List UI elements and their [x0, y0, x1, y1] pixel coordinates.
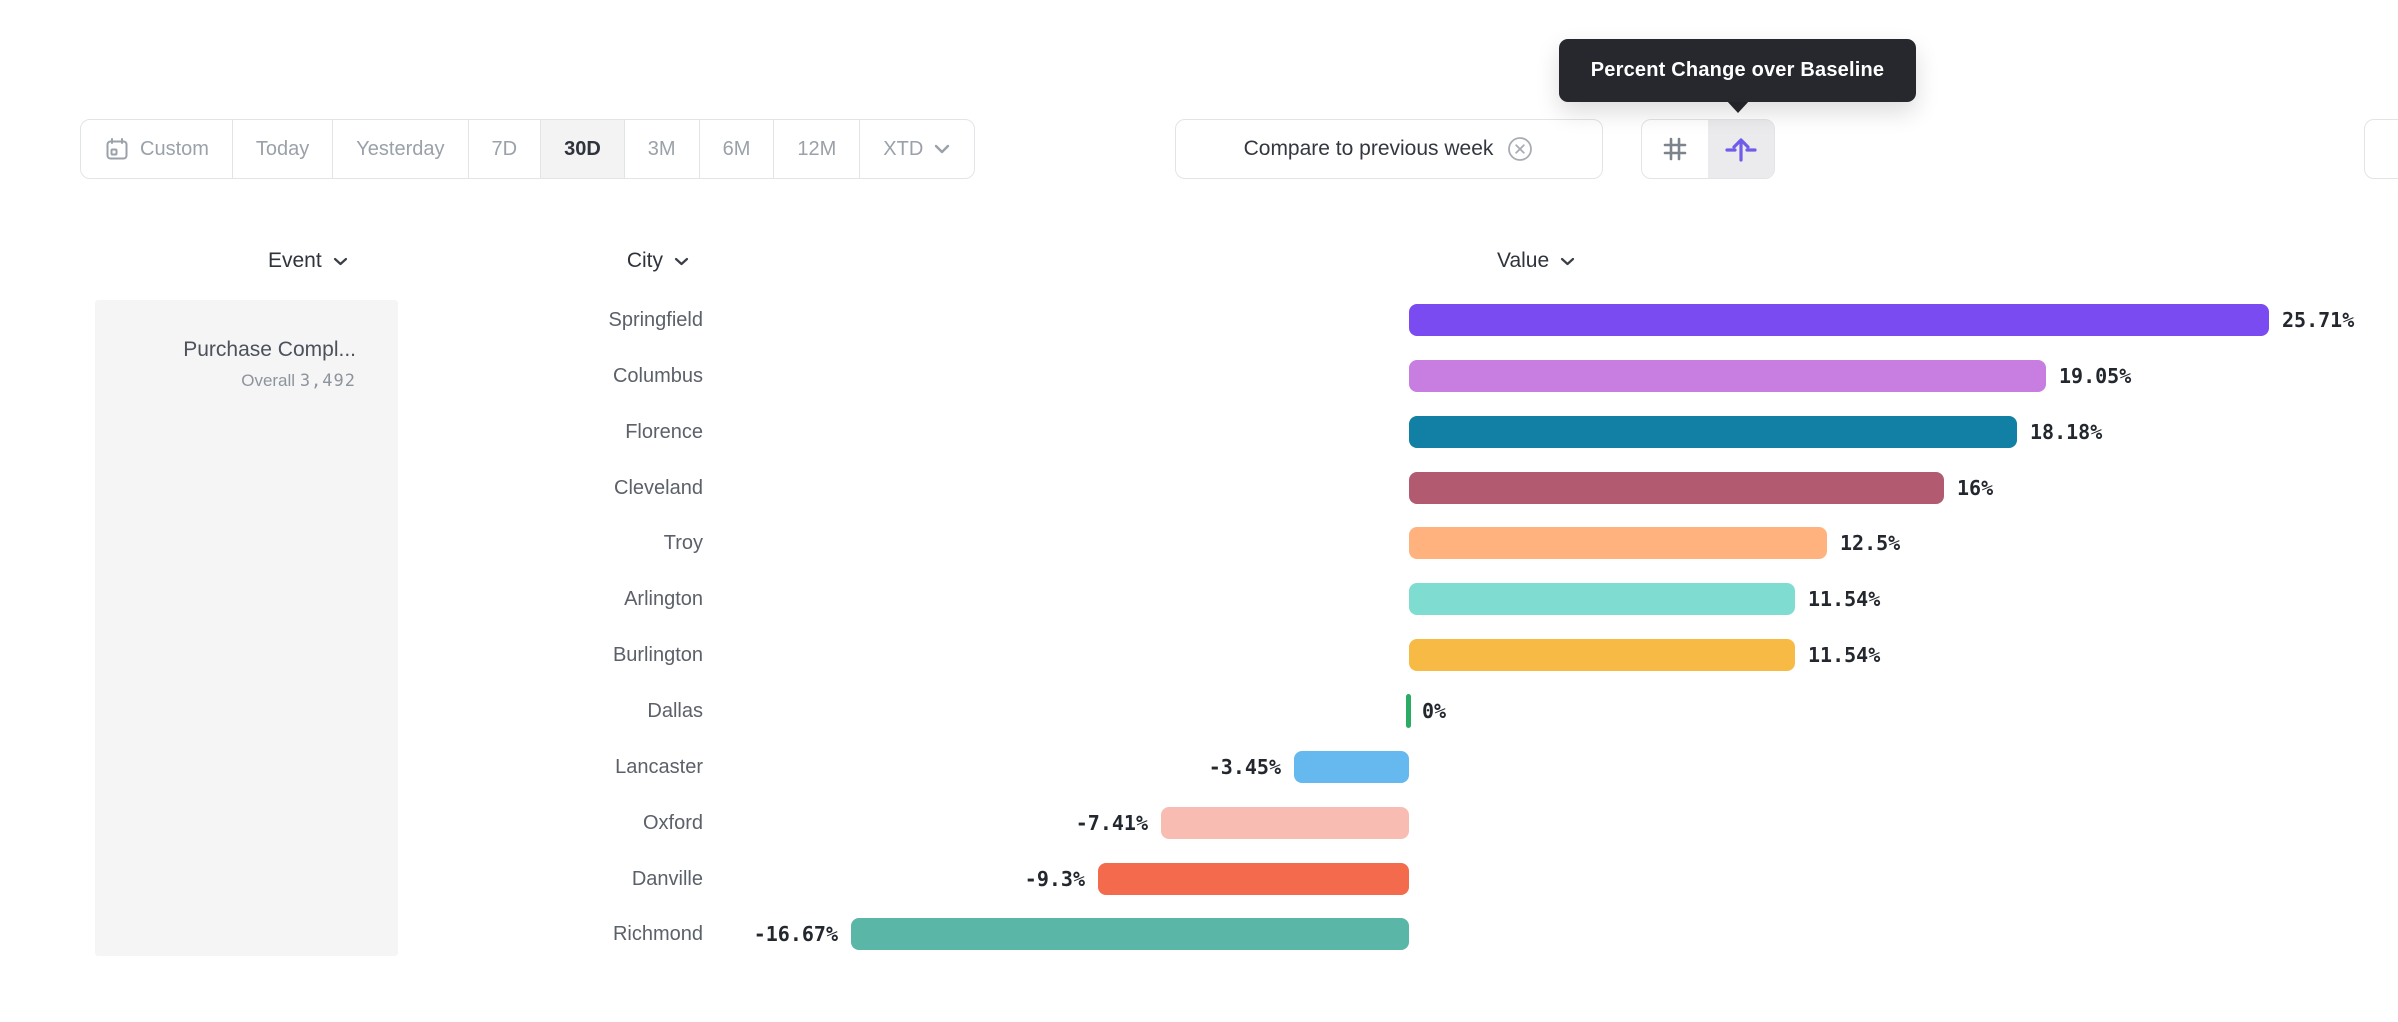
value-bar[interactable] [1161, 807, 1409, 839]
compare-to-previous-week-button[interactable]: Compare to previous week [1175, 119, 1603, 179]
value-bar[interactable] [1294, 751, 1409, 783]
date-range-today-label: Today [255, 137, 310, 160]
remove-compare-icon[interactable] [1506, 135, 1534, 163]
value-display-toggle [1641, 119, 1775, 179]
clipped-edge-button[interactable] [2364, 119, 2398, 179]
date-range-30d[interactable]: 30D [541, 120, 625, 178]
value-label: 16% [1957, 476, 1994, 500]
date-range-7d[interactable]: 7D [469, 120, 542, 178]
chart-row: Springfield 25.71% [0, 292, 2398, 348]
chart-row: Columbus 19.05% [0, 348, 2398, 404]
event-name: Purchase Compl... [183, 338, 356, 361]
city-label: Oxford [642, 812, 703, 834]
chart-row: Arlington 11.54% [0, 571, 2398, 627]
chevron-down-icon [1559, 256, 1576, 267]
date-range-custom-label: Custom [140, 137, 209, 160]
date-range-today[interactable]: Today [233, 120, 334, 178]
column-header-event[interactable]: Event [268, 246, 349, 276]
date-range-7d-label: 7D [491, 137, 518, 160]
bar-chart: Springfield 25.71% Columbus 19.05% Florence 1… [0, 292, 2398, 964]
date-range-3m-label: 3M [647, 137, 676, 160]
chevron-down-icon [332, 256, 349, 267]
value-label: -9.3% [1024, 867, 1085, 891]
value-label: 11.54% [1808, 587, 1881, 611]
compare-label: Compare to previous week [1243, 137, 1494, 160]
value-label: 0% [1422, 699, 1447, 723]
event-overall-stat: Overall 3,492 [95, 371, 356, 391]
city-label: Arlington [624, 588, 703, 610]
city-label: Dallas [647, 700, 703, 722]
value-bar[interactable] [851, 918, 1409, 950]
column-header-value[interactable]: Value [1497, 246, 1576, 276]
city-label: Florence [625, 421, 703, 443]
column-header-city[interactable]: City [450, 246, 690, 276]
value-label: 18.18% [2030, 420, 2103, 444]
value-label: 11.54% [1808, 643, 1881, 667]
chart-row: Burlington 11.54% [0, 627, 2398, 683]
chart-row: Oxford -7.41% [0, 795, 2398, 851]
absolute-values-toggle-button[interactable] [1642, 120, 1708, 178]
date-range-custom[interactable]: Custom [81, 120, 233, 178]
date-range-6m-label: 6M [722, 137, 751, 160]
tooltip-percent-change: Percent Change over Baseline [1559, 39, 1916, 102]
value-label: -16.67% [753, 922, 838, 946]
value-bar[interactable] [1409, 527, 1827, 559]
tooltip-arrow [1726, 100, 1750, 113]
chevron-down-icon [673, 256, 690, 267]
date-range-yesterday[interactable]: Yesterday [333, 120, 469, 178]
percent-change-baseline-toggle-button[interactable] [1708, 120, 1774, 178]
city-label: Burlington [612, 644, 703, 666]
date-range-12m[interactable]: 12M [774, 120, 861, 178]
chevron-down-icon [933, 143, 951, 155]
date-range-yesterday-label: Yesterday [356, 137, 445, 160]
hash-grid-icon [1659, 133, 1691, 165]
chart-row: Florence 18.18% [0, 404, 2398, 460]
city-label: Columbus [612, 365, 703, 387]
calendar-icon [104, 136, 130, 162]
date-range-30d-label: 30D [564, 137, 601, 160]
value-label: 25.71% [2282, 308, 2355, 332]
city-label: Cleveland [614, 477, 703, 499]
city-label: Danville [631, 868, 703, 890]
value-label: 12.5% [1840, 531, 1901, 555]
column-header-event-label: Event [268, 249, 322, 272]
value-bar[interactable] [1409, 472, 1944, 504]
city-label: Springfield [608, 309, 703, 331]
date-range-3m[interactable]: 3M [625, 120, 700, 178]
zero-baseline-tick[interactable] [1406, 694, 1411, 728]
chart-row: Troy 12.5% [0, 515, 2398, 571]
percent-change-baseline-icon [1723, 131, 1759, 167]
date-range-xtd[interactable]: XTD [860, 120, 974, 178]
chart-row: Dallas 0% [0, 683, 2398, 739]
date-range-12m-label: 12M [797, 137, 837, 160]
value-bar[interactable] [1098, 863, 1409, 895]
value-bar[interactable] [1409, 639, 1795, 671]
value-bar[interactable] [1409, 304, 2269, 336]
chart-row: Cleveland 16% [0, 460, 2398, 516]
value-label: -7.41% [1075, 811, 1148, 835]
value-label: 19.05% [2059, 364, 2132, 388]
column-header-value-label: Value [1497, 249, 1550, 272]
city-label: Troy [663, 532, 703, 554]
value-bar[interactable] [1409, 416, 2017, 448]
city-label: Lancaster [615, 756, 703, 778]
toolbar: Custom Today Yesterday 7D 30D 3M 6M 12M … [0, 119, 2398, 179]
date-range-control: Custom Today Yesterday 7D 30D 3M 6M 12M … [80, 119, 976, 179]
city-label: Richmond [612, 923, 703, 945]
value-bar[interactable] [1409, 360, 2046, 392]
value-label: -3.45% [1208, 755, 1281, 779]
date-range-6m[interactable]: 6M [700, 120, 775, 178]
chart-row: Danville -9.3% [0, 851, 2398, 907]
chart-row: Lancaster -3.45% [0, 739, 2398, 795]
value-bar[interactable] [1409, 583, 1795, 615]
overall-label: Overall [241, 371, 296, 390]
event-panel[interactable]: Purchase Compl... Overall 3,492 [95, 300, 398, 956]
date-range-xtd-label: XTD [883, 137, 924, 160]
chart-row: Richmond -16.67% [0, 906, 2398, 962]
column-header-city-label: City [626, 249, 663, 272]
overall-value: 3,492 [299, 371, 356, 391]
